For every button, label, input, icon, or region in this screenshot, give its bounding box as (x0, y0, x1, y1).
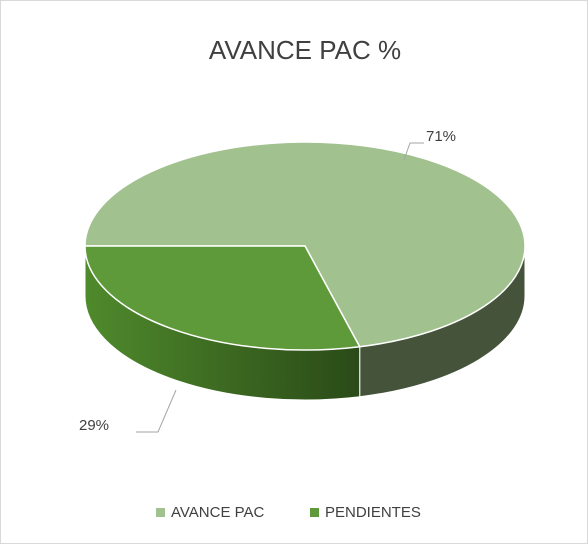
chart-title: AVANCE PAC % (209, 35, 401, 65)
legend-label: AVANCE PAC (171, 504, 265, 521)
leader-line (136, 389, 177, 433)
legend: AVANCE PAC PENDIENTES (156, 504, 421, 521)
data-label: 29% (79, 417, 109, 434)
data-label: 71% (426, 128, 456, 145)
legend-swatch (310, 508, 319, 517)
legend-swatch (156, 508, 165, 517)
pie (84, 141, 526, 401)
slice (84, 245, 361, 351)
slice (84, 141, 526, 348)
legend-label: PENDIENTES (325, 504, 421, 521)
leader-line (403, 142, 424, 161)
